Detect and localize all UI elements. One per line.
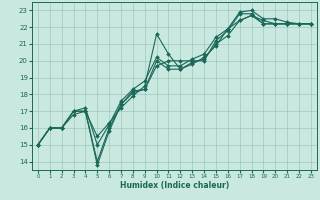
- X-axis label: Humidex (Indice chaleur): Humidex (Indice chaleur): [120, 181, 229, 190]
